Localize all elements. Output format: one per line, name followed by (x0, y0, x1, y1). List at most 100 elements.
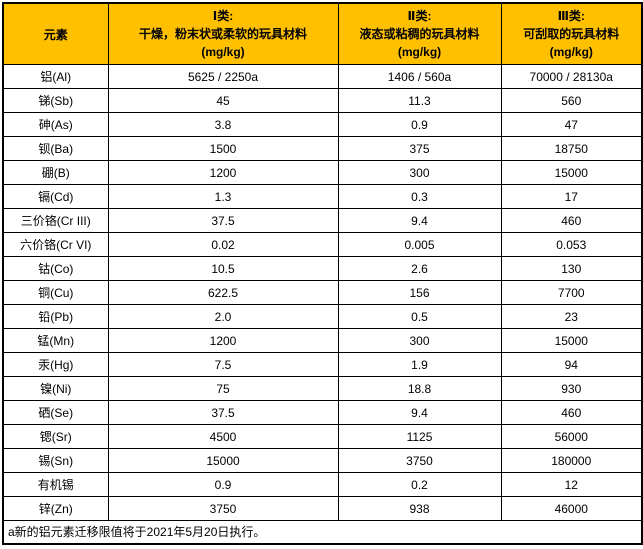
value-cell: 300 (337, 328, 502, 353)
category-3-desc: 可刮取的玩具材料 (523, 27, 620, 41)
element-cell: 硼(B) (2, 160, 109, 185)
value-cell: 156 (337, 280, 502, 305)
value-cell: 300 (337, 160, 502, 185)
value-cell: 622.5 (107, 280, 339, 305)
value-cell: 15000 (107, 448, 339, 473)
element-cell: 硒(Se) (2, 400, 109, 425)
value-cell: 47 (500, 112, 643, 137)
value-cell: 0.02 (107, 232, 339, 257)
value-cell: 7.5 (107, 352, 339, 377)
value-cell: 56000 (500, 424, 643, 449)
value-cell: 15000 (500, 160, 643, 185)
value-cell: 0.9 (107, 472, 339, 497)
table-row: 铅(Pb) 2.0 0.5 23 (2, 304, 643, 329)
table-row: 硼(B) 1200 300 15000 (2, 160, 643, 185)
category-2-title: Ⅱ类: (407, 9, 432, 23)
value-cell: 94 (500, 352, 643, 377)
category-2-header: Ⅱ类: 液态或粘稠的玩具材料 (mg/kg) (337, 2, 502, 65)
element-cell: 砷(As) (2, 112, 109, 137)
element-cell: 三价铬(Cr III) (2, 208, 109, 233)
table-row: 钡(Ba) 1500 375 18750 (2, 136, 643, 161)
category-3-title: Ⅲ类: (557, 9, 585, 23)
value-cell: 12 (500, 472, 643, 497)
value-cell: 560 (500, 88, 643, 113)
element-cell: 铝(Al) (2, 64, 109, 89)
value-cell: 1.9 (337, 352, 502, 377)
value-cell: 3750 (337, 448, 502, 473)
element-cell: 锰(Mn) (2, 328, 109, 353)
value-cell: 1200 (107, 328, 339, 353)
value-cell: 15000 (500, 328, 643, 353)
element-cell: 汞(Hg) (2, 352, 109, 377)
value-cell: 0.005 (337, 232, 502, 257)
value-cell: 0.9 (337, 112, 502, 137)
element-cell: 锑(Sb) (2, 88, 109, 113)
value-cell: 3750 (107, 496, 339, 521)
value-cell: 37.5 (107, 400, 339, 425)
table-row: 锌(Zn) 3750 938 46000 (2, 496, 643, 521)
value-cell: 9.4 (337, 400, 502, 425)
value-cell: 180000 (500, 448, 643, 473)
element-cell: 铅(Pb) (2, 304, 109, 329)
element-cell: 锶(Sr) (2, 424, 109, 449)
value-cell: 45 (107, 88, 339, 113)
value-cell: 930 (500, 376, 643, 401)
element-cell: 镉(Cd) (2, 184, 109, 209)
table-row: 六价铬(Cr VI) 0.02 0.005 0.053 (2, 232, 643, 257)
category-1-desc: 干燥，粉末状或柔软的玩具材料 (138, 27, 307, 41)
header-row: 元素 Ⅰ类: 干燥，粉末状或柔软的玩具材料 (mg/kg) Ⅱ类: 液态或粘稠的… (2, 2, 643, 65)
value-cell: 375 (337, 136, 502, 161)
table-row: 三价铬(Cr III) 37.5 9.4 460 (2, 208, 643, 233)
table-footer: a新的铝元素迁移限值将于2021年5月20日执行。 (2, 520, 643, 544)
table-row: 有机锡 0.9 0.2 12 (2, 472, 643, 497)
value-cell: 4500 (107, 424, 339, 449)
value-cell: 3.8 (107, 112, 339, 137)
table-row: 锶(Sr) 4500 1125 56000 (2, 424, 643, 449)
value-cell: 460 (500, 400, 643, 425)
table-row: 锑(Sb) 45 11.3 560 (2, 88, 643, 113)
value-cell: 938 (337, 496, 502, 521)
value-cell: 17 (500, 184, 643, 209)
value-cell: 5625 / 2250a (107, 64, 339, 89)
element-cell: 钴(Co) (2, 256, 109, 281)
table-row: 硒(Se) 37.5 9.4 460 (2, 400, 643, 425)
table-row: 铜(Cu) 622.5 156 7700 (2, 280, 643, 305)
element-cell: 有机锡 (2, 472, 109, 497)
value-cell: 18.8 (337, 376, 502, 401)
table-row: 镍(Ni) 75 18.8 930 (2, 376, 643, 401)
value-cell: 37.5 (107, 208, 339, 233)
value-cell: 46000 (500, 496, 643, 521)
value-cell: 1125 (337, 424, 502, 449)
element-cell: 铜(Cu) (2, 280, 109, 305)
footnote-row: a新的铝元素迁移限值将于2021年5月20日执行。 (2, 520, 643, 544)
value-cell: 1200 (107, 160, 339, 185)
category-1-title: Ⅰ类: (212, 9, 234, 23)
value-cell: 75 (107, 376, 339, 401)
value-cell: 0.3 (337, 184, 502, 209)
value-cell: 130 (500, 256, 643, 281)
value-cell: 0.053 (500, 232, 643, 257)
value-cell: 2.6 (337, 256, 502, 281)
value-cell: 9.4 (337, 208, 502, 233)
value-cell: 18750 (500, 136, 643, 161)
value-cell: 1.3 (107, 184, 339, 209)
category-1-header: Ⅰ类: 干燥，粉末状或柔软的玩具材料 (mg/kg) (107, 2, 339, 65)
element-cell: 钡(Ba) (2, 136, 109, 161)
element-column-header: 元素 (2, 2, 109, 65)
value-cell: 7700 (500, 280, 643, 305)
category-3-header: Ⅲ类: 可刮取的玩具材料 (mg/kg) (500, 2, 643, 65)
table-row: 锰(Mn) 1200 300 15000 (2, 328, 643, 353)
element-cell: 锌(Zn) (2, 496, 109, 521)
value-cell: 70000 / 28130a (500, 64, 643, 89)
category-3-unit: (mg/kg) (549, 45, 593, 59)
value-cell: 11.3 (337, 88, 502, 113)
element-cell: 六价铬(Cr VI) (2, 232, 109, 257)
table-row: 锡(Sn) 15000 3750 180000 (2, 448, 643, 473)
value-cell: 0.5 (337, 304, 502, 329)
category-1-unit: (mg/kg) (201, 45, 245, 59)
category-2-unit: (mg/kg) (397, 45, 442, 59)
value-cell: 1500 (107, 136, 339, 161)
table-header: 元素 Ⅰ类: 干燥，粉末状或柔软的玩具材料 (mg/kg) Ⅱ类: 液态或粘稠的… (2, 2, 643, 65)
value-cell: 10.5 (107, 256, 339, 281)
